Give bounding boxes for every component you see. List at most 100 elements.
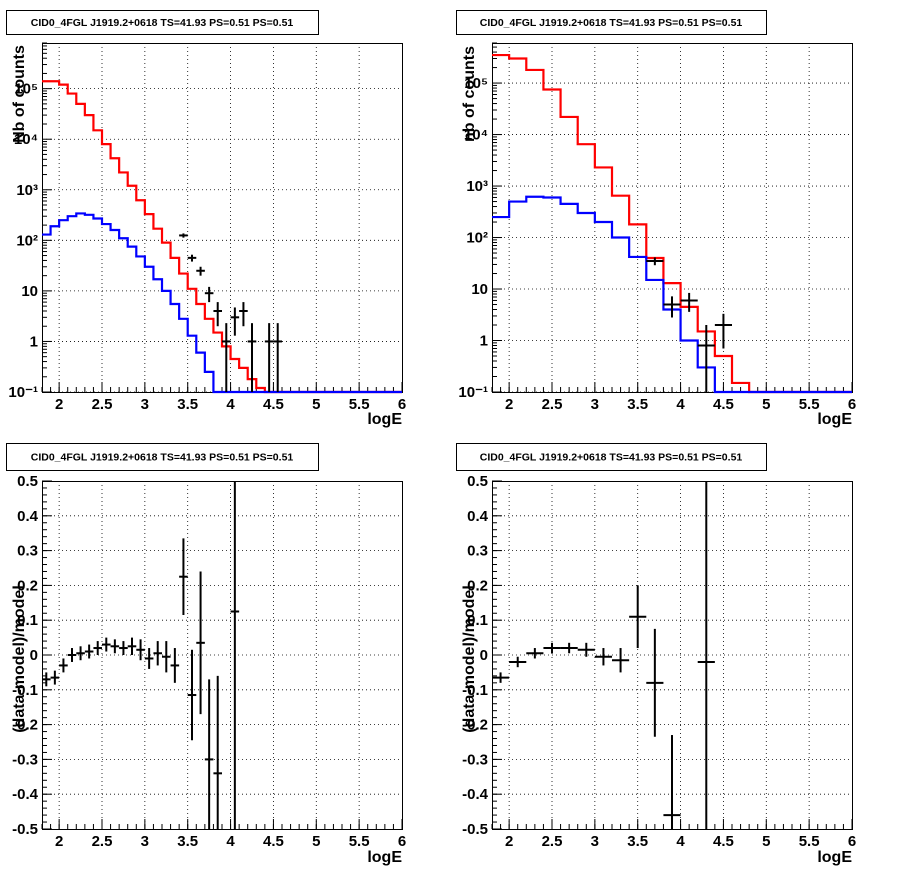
y-axis-label: (data-model)/model	[461, 585, 478, 733]
x-tick-label: 2	[505, 833, 513, 850]
y-tick-label: 10⁵	[464, 75, 488, 92]
x-tick-label: 4.5	[713, 833, 734, 850]
plot-frame	[42, 481, 403, 830]
y-tick-label: 0.4	[17, 508, 39, 525]
data-point	[67, 648, 77, 662]
x-tick-label: 2.5	[542, 396, 563, 413]
x-tick-label: 6	[398, 396, 406, 413]
data-point	[136, 639, 145, 661]
data-point	[697, 481, 715, 829]
x-tick-label: 5	[312, 396, 320, 413]
data-point	[84, 644, 94, 659]
y-tick-label: 10⁴	[14, 131, 38, 148]
series-total-model-line	[42, 80, 402, 394]
data-point	[697, 325, 715, 392]
x-tick-label: 5.5	[349, 833, 370, 850]
y-tick-label: 10⁴	[464, 127, 488, 144]
data-point	[273, 323, 282, 392]
data-point	[76, 646, 85, 661]
data-point	[204, 679, 214, 829]
y-tick-label: 0.1	[17, 612, 38, 629]
y-tick-label: 1	[480, 333, 488, 350]
x-tick-label: 5.5	[799, 833, 820, 850]
data-point	[102, 637, 111, 652]
x-tick-label: 4	[676, 833, 685, 850]
data-point	[577, 642, 595, 657]
title-box	[6, 443, 319, 471]
data-point	[646, 628, 664, 737]
x-axis-label: logE	[367, 411, 402, 428]
panel-counts-left: CID0_4FGL J1919.2+0618 TS=41.93 PS=0.51 …	[6, 10, 406, 428]
data-point	[560, 642, 578, 654]
x-tick-label: 6	[848, 396, 856, 413]
panel-residuals-right: CID0_4FGL J1919.2+0618 TS=41.93 PS=0.51 …	[456, 443, 856, 866]
chart-title: CID0_4FGL J1919.2+0618 TS=41.93 PS=0.51 …	[31, 452, 294, 464]
data-point	[42, 672, 51, 687]
x-tick-label: 5	[312, 833, 320, 850]
y-axis-label: Nb of counts	[11, 45, 28, 143]
x-tick-label: 4	[226, 833, 235, 850]
panel-counts-right: CID0_4FGL J1919.2+0618 TS=41.93 PS=0.51 …	[456, 10, 856, 428]
y-tick-label: 10²	[16, 232, 38, 249]
data-point	[526, 648, 544, 659]
data-point	[714, 313, 732, 349]
series-total-model-line	[492, 53, 852, 394]
x-tick-label: 5	[762, 833, 770, 850]
data-point	[646, 257, 664, 266]
y-tick-label: -0.4	[12, 786, 39, 803]
data-point	[127, 637, 137, 655]
data-point	[594, 648, 612, 666]
x-tick-label: 3	[141, 396, 149, 413]
y-tick-label: 0.5	[467, 473, 488, 490]
x-tick-label: 5.5	[349, 396, 370, 413]
y-tick-label: -0.1	[462, 682, 488, 699]
data-point	[213, 302, 222, 327]
data-point	[222, 323, 231, 392]
y-tick-label: 10	[21, 283, 38, 300]
y-tick-label: 10⁵	[14, 81, 38, 98]
data-point	[230, 307, 240, 336]
x-tick-label: 6	[848, 833, 856, 850]
data-point	[629, 585, 647, 649]
data-point	[492, 672, 510, 683]
title-box	[456, 443, 767, 471]
title-box	[456, 10, 767, 35]
x-tick-label: 4	[226, 396, 235, 413]
data-point	[162, 641, 171, 673]
data-point	[196, 571, 205, 715]
data-point	[153, 641, 162, 666]
data-point	[170, 648, 180, 683]
x-tick-label: 4.5	[263, 833, 284, 850]
y-tick-label: -0.5	[462, 821, 488, 838]
y-tick-label: 0.5	[17, 473, 38, 490]
chart-title: CID0_4FGL J1919.2+0618 TS=41.93 PS=0.51 …	[31, 17, 294, 29]
data-point	[663, 296, 681, 318]
x-tick-label: 3	[141, 833, 149, 850]
title-box	[6, 10, 319, 35]
data-point	[93, 641, 102, 655]
y-tick-label: 0.2	[17, 577, 38, 594]
x-tick-label: 3.5	[177, 396, 198, 413]
data-point	[110, 639, 120, 654]
y-tick-label: -0.1	[12, 682, 38, 699]
x-tick-label: 2	[505, 396, 513, 413]
y-tick-label: 0.1	[467, 612, 488, 629]
series-source-model-line	[492, 195, 852, 394]
panel-residuals-left: CID0_4FGL J1919.2+0618 TS=41.93 PS=0.51 …	[6, 443, 406, 866]
x-axis-label: logE	[817, 411, 852, 428]
x-tick-label: 2.5	[542, 833, 563, 850]
data-point	[187, 649, 197, 741]
y-tick-label: 10⁻¹	[8, 384, 38, 401]
chart-title: CID0_4FGL J1919.2+0618 TS=41.93 PS=0.51 …	[480, 17, 743, 29]
y-tick-label: 0.3	[467, 543, 488, 560]
y-tick-label: 10²	[466, 230, 488, 247]
x-tick-label: 5	[762, 396, 770, 413]
y-tick-label: 10³	[466, 178, 488, 195]
y-tick-label: 0.3	[17, 543, 38, 560]
x-tick-label: 3	[591, 833, 599, 850]
x-tick-label: 2.5	[92, 396, 113, 413]
x-tick-label: 4.5	[713, 396, 734, 413]
y-tick-label: 0.4	[467, 508, 489, 525]
y-tick-label: -0.3	[12, 751, 38, 768]
data-point	[196, 266, 205, 276]
